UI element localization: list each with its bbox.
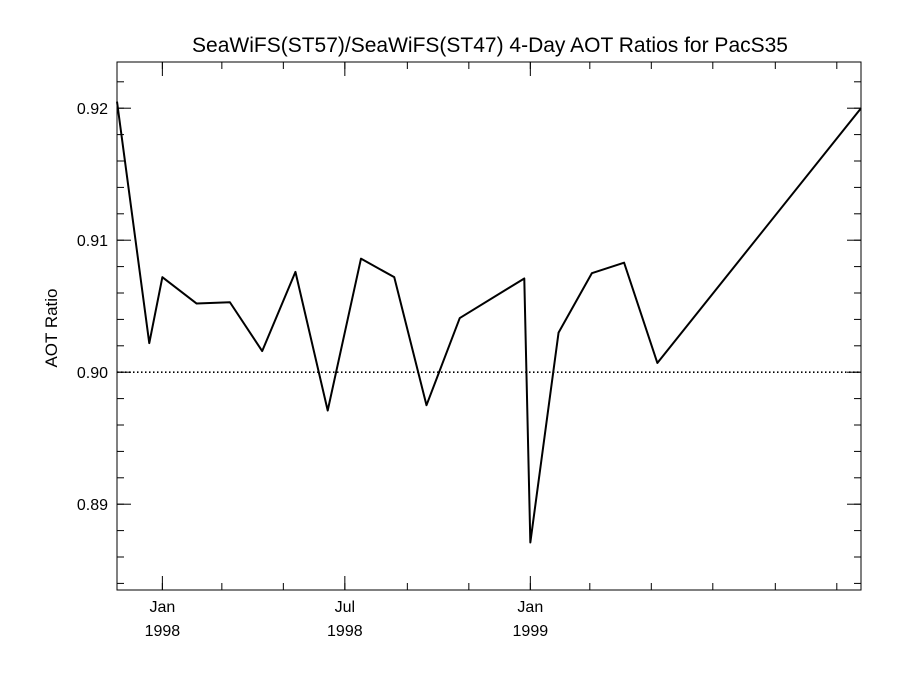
x-tick-month: Jan [149, 599, 175, 616]
y-axis-label: AOT Ratio [42, 288, 61, 367]
x-tick-year: 1998 [145, 623, 181, 640]
y-tick-label: 0.92 [77, 101, 108, 118]
y-tick-label: 0.89 [77, 497, 108, 514]
x-tick-month: Jul [335, 599, 355, 616]
y-tick-label: 0.90 [77, 365, 108, 382]
minor-ticks [117, 62, 861, 590]
x-tick-year: 1998 [327, 623, 363, 640]
y-tick-label: 0.91 [77, 233, 108, 250]
series-line [117, 102, 861, 543]
plot-frame [117, 62, 861, 590]
x-tick-month: Jan [517, 599, 543, 616]
data-points [117, 102, 861, 543]
chart-title: SeaWiFS(ST57)/SeaWiFS(ST47) 4-Day AOT Ra… [192, 34, 788, 57]
y-ticks: 0.89 0.90 0.91 0.92 [77, 101, 861, 514]
x-ticks: Jan 1998 Jul 1998 Jan 1999 [145, 62, 549, 640]
x-tick-year: 1999 [513, 623, 549, 640]
